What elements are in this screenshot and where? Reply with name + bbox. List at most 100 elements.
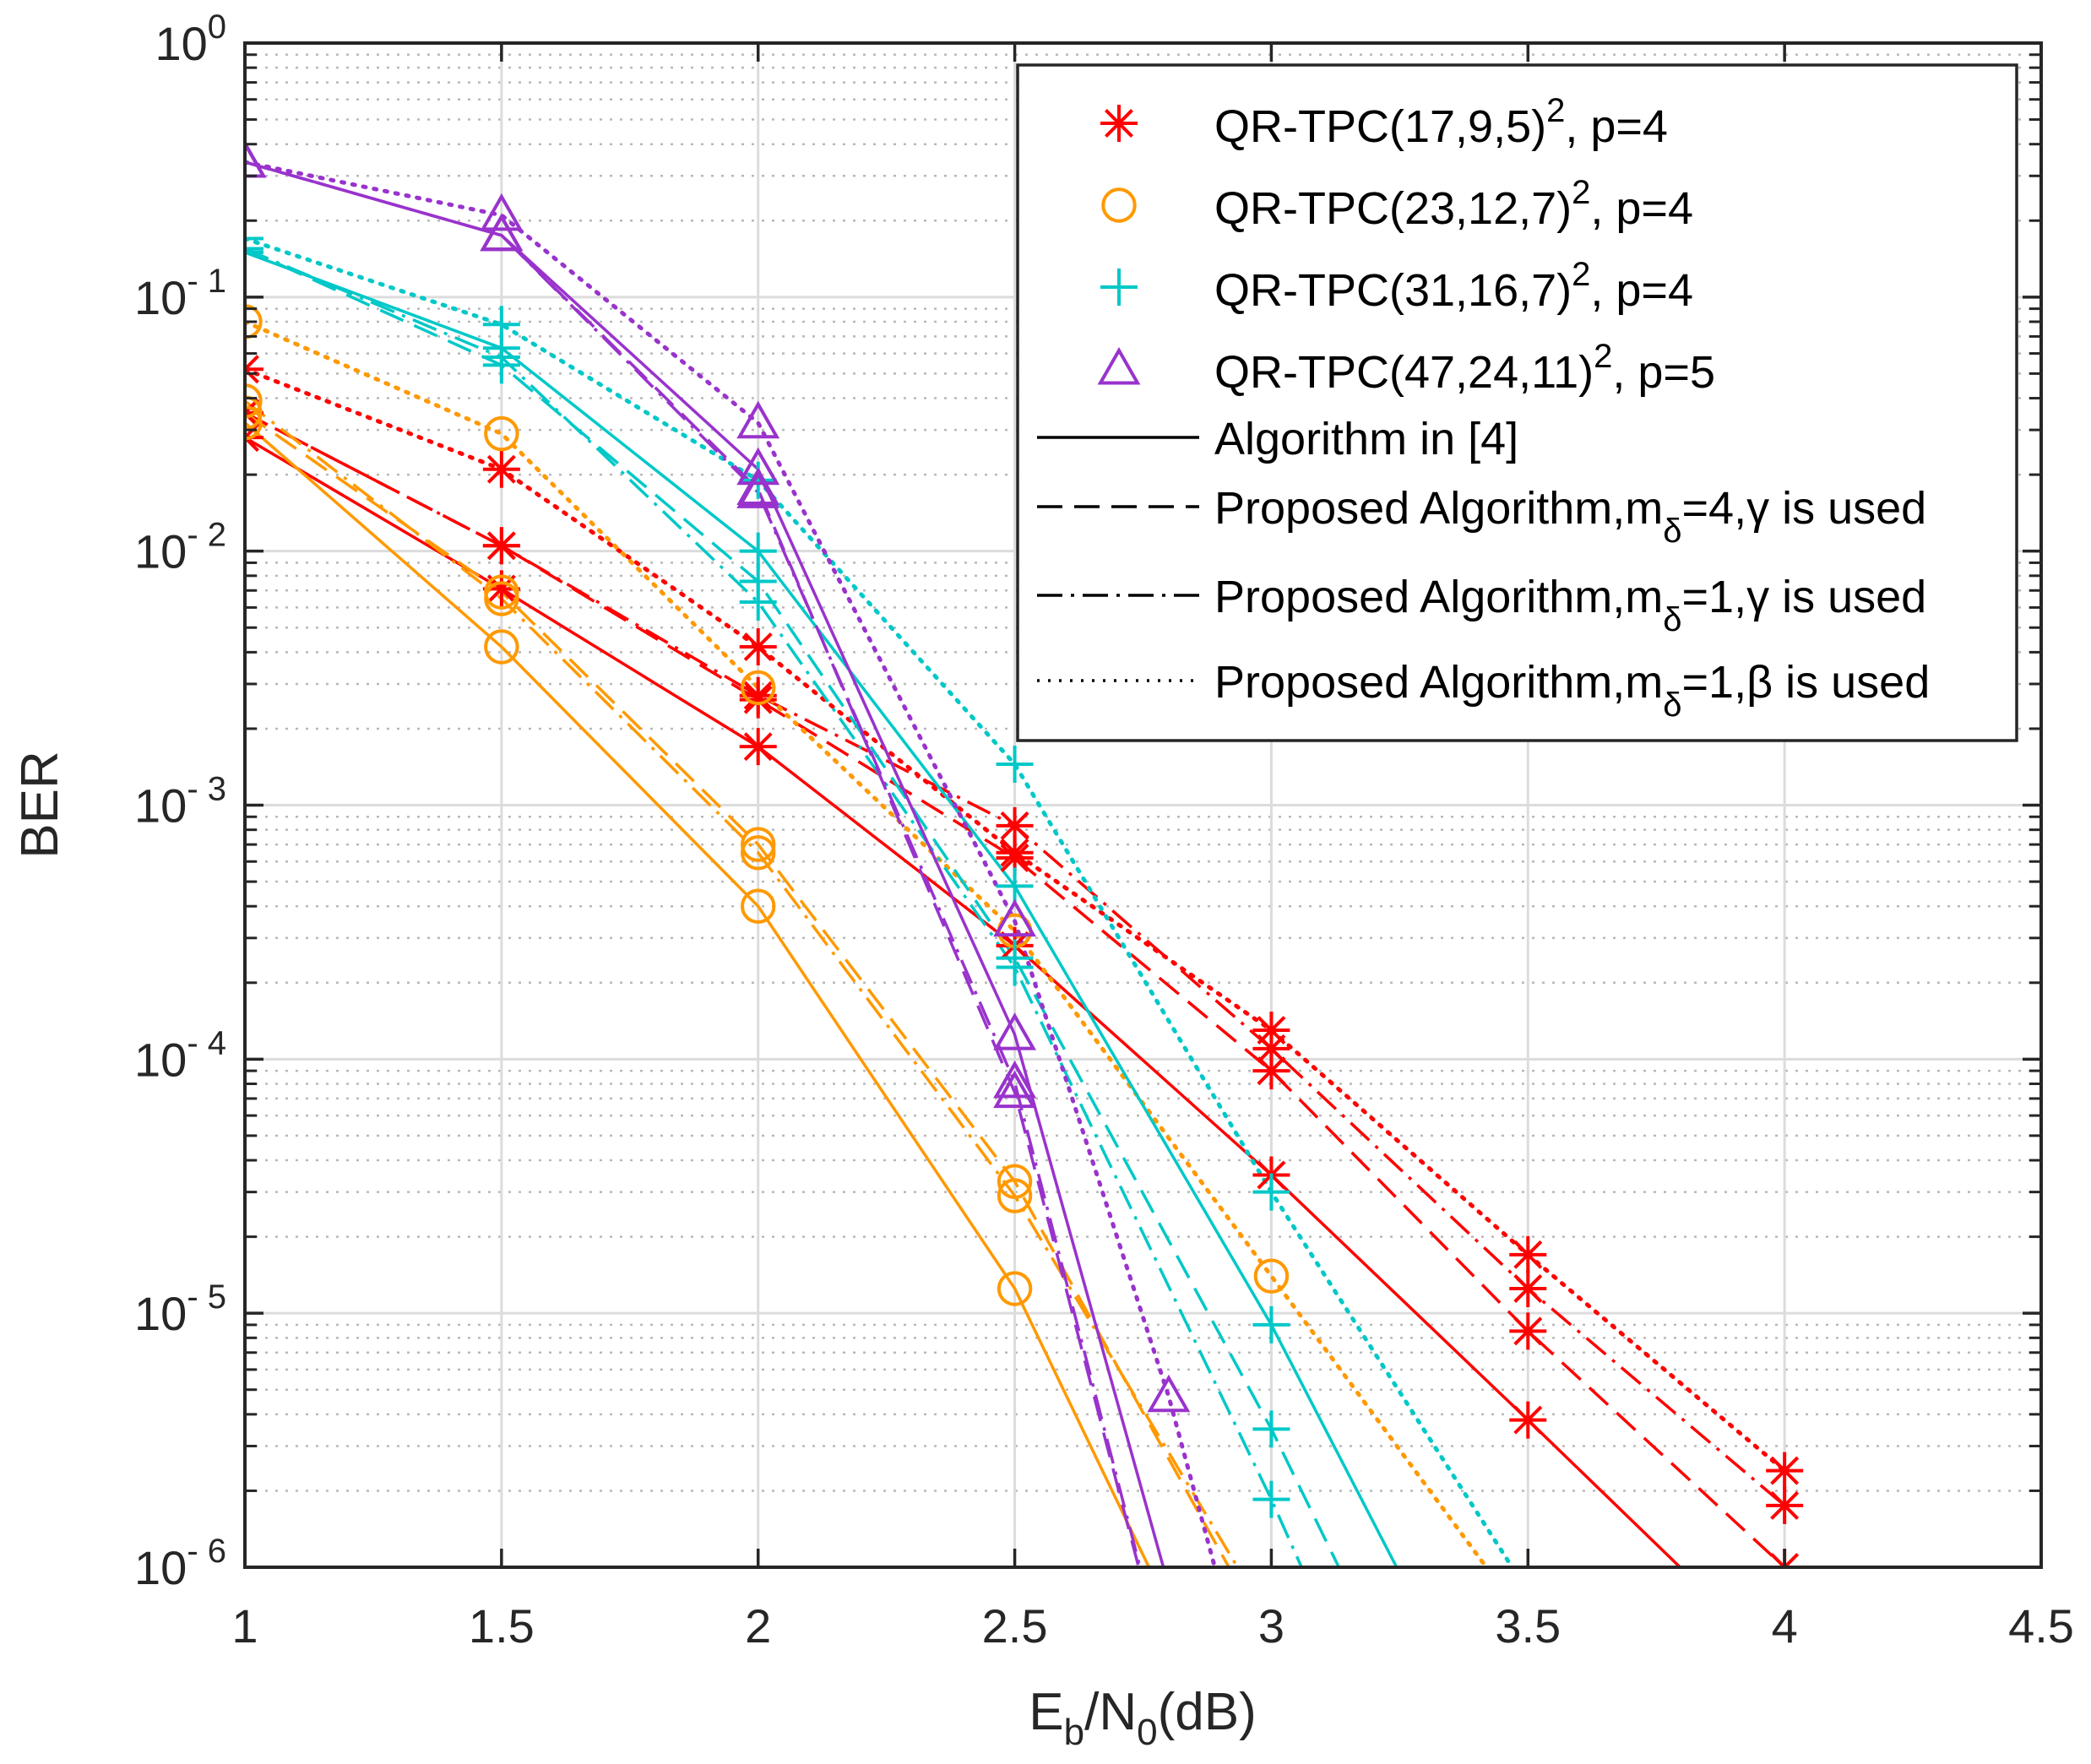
asterisk-stroke: [245, 435, 259, 453]
y-tick-label: 10- 4: [134, 1024, 226, 1086]
series-line-dashdot: [245, 247, 1303, 1567]
data-point-plus: [996, 867, 1034, 905]
legend-entry-label: Algorithm in [4]: [1214, 414, 1518, 464]
legend-marker-circle-icon: [1101, 187, 1137, 223]
data-point-triangle: [993, 1060, 1037, 1099]
legend-entry-label: QR-TPC(23,12,7)2, p=4: [1214, 174, 1693, 234]
data-point-circle: [741, 888, 776, 924]
series-line-dotted: [245, 319, 1489, 1567]
legend-entry-label: QR-TPC(47,24,11)2, p=5: [1214, 338, 1715, 398]
series-line-solid: [245, 251, 1399, 1567]
legend-marker-triangle-icon: [1097, 346, 1141, 385]
y-axis-label: BER: [11, 751, 69, 858]
data-point-asterisk: [739, 728, 777, 766]
asterisk-stroke: [1513, 1240, 1543, 1269]
asterisk-stroke: [1257, 1056, 1286, 1086]
data-point-circle: [245, 405, 263, 441]
asterisk-stroke: [1105, 109, 1133, 138]
data-point-plus: [245, 233, 263, 271]
asterisk-stroke: [1000, 838, 1029, 867]
triangle-shape: [480, 193, 524, 231]
triangle-shape: [245, 139, 267, 178]
asterisk-stroke: [1513, 1405, 1543, 1435]
data-point-plus: [482, 339, 520, 377]
legend-entry-label: QR-TPC(31,16,7)2, p=4: [1214, 256, 1693, 316]
data-point-asterisk: [245, 350, 263, 388]
data-point-triangle: [480, 193, 524, 231]
y-tick-label: 100: [155, 8, 226, 70]
data-point-asterisk: [482, 527, 520, 565]
data-point-circle: [484, 581, 519, 616]
circle-shape: [741, 827, 776, 862]
data-point-asterisk: [482, 450, 520, 488]
triangle-shape: [993, 898, 1037, 937]
asterisk-stroke: [1770, 1490, 1800, 1520]
axis-ticks: 100 10- 1 10- 2 10- 3 10- 4 10- 5 10- 61 1.5 2 2.…: [134, 8, 2074, 1653]
data-point-triangle: [480, 213, 524, 252]
data-point-triangle: [736, 447, 780, 486]
y-tick-label: 10- 3: [134, 771, 226, 833]
series-line-dotted: [245, 236, 1515, 1567]
data-point-circle: [997, 1271, 1033, 1306]
data-point-asterisk: [1252, 1052, 1290, 1090]
data-point-circle: [997, 1178, 1033, 1213]
series-line-dotted: [245, 160, 1217, 1567]
legend-marker-plus-icon: [1100, 269, 1138, 306]
x-tick-label: 4: [1772, 1599, 1798, 1653]
asterisk-stroke: [1257, 1016, 1286, 1045]
data-point-triangle: [993, 1012, 1037, 1050]
series-line-dashdot: [245, 399, 1239, 1567]
data-point-triangle: [736, 400, 780, 439]
circle-shape: [741, 670, 776, 706]
data-point-circle: [741, 670, 776, 706]
circle-shape: [997, 1271, 1033, 1306]
data-point-plus: [1252, 1480, 1290, 1518]
series-line-dashed: [245, 247, 1340, 1567]
data-point-plus: [1252, 1305, 1290, 1343]
asterisk-stroke: [245, 410, 259, 427]
asterisk-stroke: [743, 732, 773, 762]
circle-shape: [741, 888, 776, 924]
x-tick-label: 4.5: [2008, 1599, 2074, 1653]
circle-shape: [484, 629, 519, 665]
data-point-circle: [245, 383, 263, 419]
triangle-shape: [993, 1060, 1037, 1099]
data-point-asterisk: [1252, 1012, 1290, 1050]
data-point-asterisk: [1509, 1235, 1547, 1273]
triangle-shape: [736, 470, 780, 508]
y-tick-label: 10- 5: [134, 1278, 226, 1340]
triangle-shape: [480, 213, 524, 252]
legend-entry-label: Proposed Algorithm,mδ=4,γ is used: [1214, 483, 1926, 550]
x-tick-label: 2: [745, 1599, 771, 1653]
asterisk-stroke: [743, 681, 773, 710]
x-tick-label: 1: [231, 1599, 258, 1653]
data-point-triangle: [1147, 1374, 1191, 1413]
data-point-triangle: [993, 1070, 1037, 1109]
data-point-circle: [741, 835, 776, 871]
circle-shape: [1101, 187, 1137, 223]
circle-shape: [997, 1164, 1033, 1199]
asterisk-stroke: [1770, 1456, 1800, 1485]
asterisk-stroke: [245, 355, 259, 372]
data-point-plus: [245, 230, 263, 268]
triangle-shape: [736, 447, 780, 486]
data-point-asterisk: [1509, 1270, 1547, 1308]
triangle-shape: [993, 1070, 1037, 1109]
asterisk-stroke: [1000, 811, 1029, 840]
data-point-triangle: [993, 898, 1037, 937]
circle-shape: [484, 581, 519, 616]
data-point-triangle: [736, 470, 780, 508]
data-point-asterisk: [1766, 1452, 1804, 1490]
circle-shape: [741, 835, 776, 871]
circle-shape: [1253, 1258, 1290, 1294]
y-tick-label: 10- 2: [134, 517, 226, 578]
data-point-triangle: [245, 139, 267, 178]
legend-marker-asterisk-icon: [1100, 105, 1138, 142]
x-tick-label: 1.5: [469, 1599, 535, 1653]
circle-shape: [484, 415, 519, 452]
triangle-shape: [993, 1012, 1037, 1050]
circle-shape: [245, 304, 263, 339]
data-point-circle: [1253, 1258, 1290, 1294]
asterisk-stroke: [1770, 1553, 1787, 1567]
data-point-circle: [484, 415, 519, 452]
